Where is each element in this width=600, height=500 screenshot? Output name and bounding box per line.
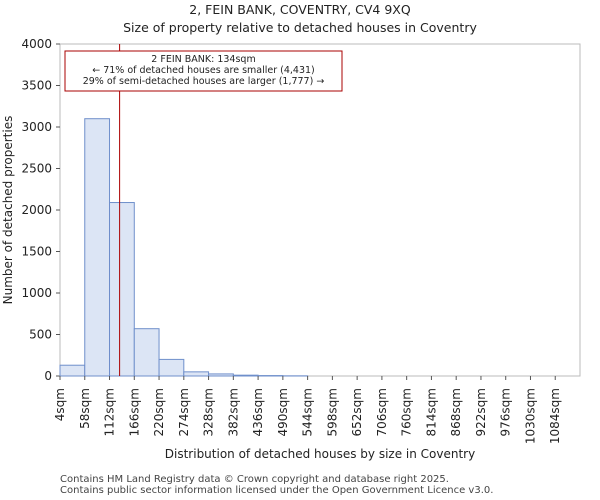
histogram-chart: 0 500 1000 1500 2000 2500 3000 3500 4000 4sqm 58sq… (0, 0, 600, 470)
x-tick-label: 58sqm (78, 388, 92, 429)
bar (134, 329, 159, 376)
x-tick-label: 976sqm (499, 388, 513, 436)
x-tick-label: 166sqm (127, 388, 141, 436)
y-tick-label: 500 (29, 328, 52, 342)
x-tick-label: 4sqm (53, 388, 67, 421)
x-tick-label: 544sqm (301, 388, 315, 436)
x-tick-label: 328sqm (202, 388, 216, 436)
y-tick-label: 2500 (21, 162, 52, 176)
x-tick-label: 706sqm (375, 388, 389, 436)
x-tick-label: 1084sqm (548, 388, 562, 444)
plot-area (60, 44, 580, 376)
y-tick-label: 1500 (21, 245, 52, 259)
bar (85, 119, 110, 376)
x-tick-label: 598sqm (325, 388, 339, 436)
y-tick-label: 3000 (21, 120, 52, 134)
footer-copyright: Contains HM Land Registry data © Crown c… (60, 474, 449, 485)
x-tick-label: 652sqm (350, 388, 364, 436)
y-tick-label: 2000 (21, 203, 52, 217)
x-tick-label: 814sqm (424, 388, 438, 436)
x-tick-label: 760sqm (400, 388, 414, 436)
x-tick-label: 868sqm (449, 388, 463, 436)
x-axis-label: Distribution of detached houses by size … (165, 447, 475, 461)
x-tick-label: 112sqm (103, 388, 117, 436)
bar (159, 359, 184, 376)
bar (233, 375, 258, 376)
x-tick-label: 274sqm (177, 388, 191, 436)
annotation-line: 2 FEIN BANK: 134sqm (151, 54, 255, 65)
annotation-line: ← 71% of detached houses are smaller (4,… (92, 65, 315, 76)
x-tick-label: 490sqm (276, 388, 290, 436)
x-tick-label: 382sqm (226, 388, 240, 436)
bar (184, 372, 209, 376)
y-tick-label: 3500 (21, 79, 52, 93)
x-tick-label: 220sqm (152, 388, 166, 436)
y-tick-label: 0 (44, 369, 52, 383)
y-tick-label: 4000 (21, 37, 52, 51)
y-tick-label: 1000 (21, 286, 52, 300)
bar (209, 374, 234, 376)
bar (60, 365, 85, 376)
y-axis-label: Number of detached properties (1, 116, 15, 305)
x-tick-label: 922sqm (474, 388, 488, 436)
x-tick-label: 436sqm (251, 388, 265, 436)
annotation-line: 29% of semi-detached houses are larger (… (83, 76, 325, 87)
x-tick-label: 1030sqm (523, 388, 537, 444)
bar (110, 203, 135, 376)
footer-licence: Contains public sector information licen… (60, 485, 493, 496)
